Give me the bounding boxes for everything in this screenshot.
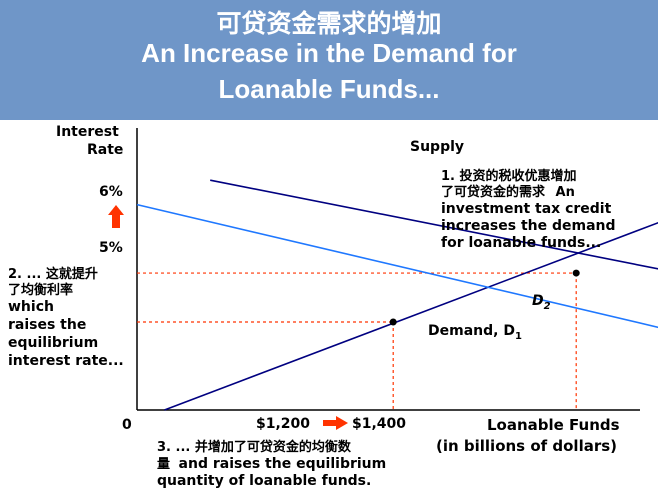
- annotation-2-en-line-3: equilibrium: [8, 335, 99, 351]
- supply-curve: [164, 221, 658, 411]
- annotation-1-line-2: 了可贷资金的需求 An: [441, 185, 575, 200]
- equilibrium-point-1: [389, 318, 397, 326]
- x-axis-label-line-1: Loanable Funds: [487, 416, 620, 434]
- annotation-2-en-line-1: which: [8, 299, 54, 315]
- increase-right-arrow-stem: [323, 420, 337, 426]
- annotation-1-en-line-1: investment tax credit: [441, 201, 612, 217]
- increase-up-arrow: [108, 205, 124, 215]
- annotation-1-en-line-2: increases the demand: [441, 218, 616, 234]
- increase-up-arrow-stem: [112, 214, 120, 228]
- demand-d1-label: Demand, D1: [428, 323, 522, 342]
- y-tick-label-5: 5%: [99, 240, 123, 256]
- annotation-3-zh-line-1: 3. ... 并增加了可贷资金的均衡数: [157, 440, 351, 455]
- x-tick-label-1200: $1,200: [256, 416, 311, 432]
- y-axis-label-line-2: Rate: [87, 142, 124, 158]
- x-axis-label-line-2: (in billions of dollars): [436, 437, 618, 455]
- equilibrium-point-2: [572, 269, 580, 277]
- origin-label: 0: [122, 417, 132, 433]
- demand-d1-curve: [136, 203, 658, 329]
- increase-right-arrow: [336, 416, 348, 430]
- annotation-2-en-line-4: interest rate...: [8, 353, 124, 369]
- demand-d2-curve: [210, 179, 658, 270]
- annotation-2-zh-line-2: 了均衡利率: [8, 283, 74, 298]
- title-banner: [0, 0, 658, 120]
- supply-curve-label: Supply: [410, 139, 465, 155]
- annotation-3-line-2: 量 and raises the equilibrium: [157, 456, 387, 473]
- annotation-1-zh-line-1: 1. 投资的税收优惠增加: [441, 169, 577, 184]
- annotation-1-en-line-3: for loanable funds...: [441, 235, 602, 251]
- title-english-line-1: An Increase in the Demand for: [141, 38, 517, 68]
- title-chinese: 可贷资金需求的增加: [216, 9, 442, 38]
- annotation-2-en-line-2: raises the: [8, 317, 87, 333]
- annotation-3-en-line-3: quantity of loanable funds.: [157, 473, 372, 489]
- y-axis-label-line-1: Interest: [56, 124, 119, 140]
- y-tick-label-6: 6%: [99, 184, 123, 200]
- title-english-line-2: Loanable Funds...: [218, 74, 440, 104]
- x-tick-label-1400: $1,400: [352, 416, 407, 432]
- demand-d2-label: D2: [532, 293, 551, 312]
- annotation-2-zh-line-1: 2. ... 这就提升: [8, 267, 98, 282]
